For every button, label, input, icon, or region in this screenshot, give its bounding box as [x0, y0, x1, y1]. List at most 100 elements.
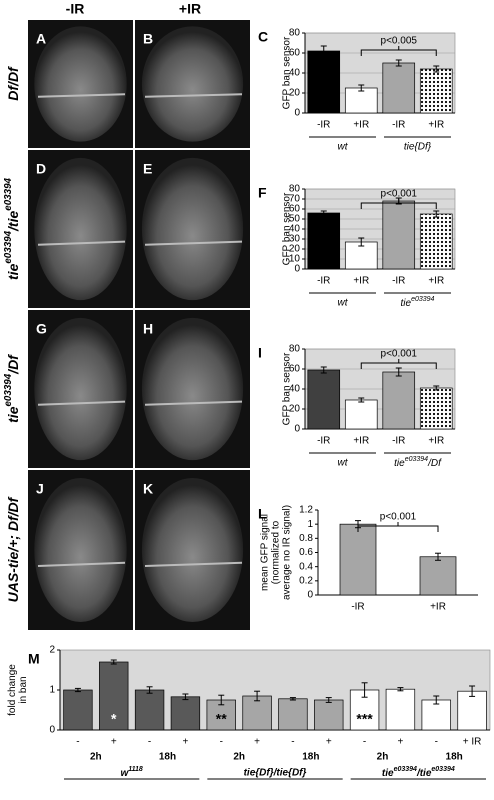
- bar: [344, 87, 378, 114]
- time-label: 2h: [90, 752, 102, 763]
- y-tick-label: 0: [294, 108, 300, 119]
- x-tick-label: -IR: [317, 436, 330, 447]
- panel-letter: M: [28, 651, 40, 667]
- bar: [344, 399, 378, 430]
- p-value: p<0.001: [381, 189, 418, 200]
- time-label: 18h: [159, 752, 176, 763]
- y-axis-label: GFP ban sensor: [282, 36, 293, 109]
- disc-fold: [144, 561, 243, 567]
- label-part: e03394: [3, 230, 14, 263]
- y-tick-label: 60: [289, 48, 301, 59]
- time-label: 18h: [302, 752, 319, 763]
- label-part: tie: [5, 263, 21, 280]
- y-tick-label: 50: [289, 214, 301, 225]
- group-label: w1118: [121, 766, 143, 778]
- group-label: wt: [338, 142, 349, 153]
- disc-fold: [144, 400, 243, 406]
- plot-background: [59, 649, 491, 731]
- bar: [421, 699, 451, 731]
- bar: [314, 699, 344, 731]
- x-tick-label: +IR: [353, 276, 369, 287]
- x-tick-label: +IR: [353, 120, 369, 131]
- disc-fold: [37, 400, 126, 406]
- x-tick-label: +IR: [428, 436, 444, 447]
- x-tick-label: -IR: [392, 120, 405, 131]
- y-axis-label: fold change: [7, 664, 18, 716]
- column-header: +IR: [179, 1, 201, 17]
- x-tick-label: +IR: [430, 602, 446, 613]
- wing-disc: [34, 157, 127, 301]
- wing-disc: [34, 478, 127, 622]
- bar: [307, 50, 341, 114]
- bar: [278, 698, 308, 731]
- y-tick-label: 40: [289, 68, 301, 79]
- label-part: Df/Df: [5, 66, 21, 101]
- y-axis-label: in ban: [18, 676, 29, 703]
- y-tick-label: 1: [307, 519, 313, 530]
- x-tick-label: +: [397, 737, 403, 748]
- bar: [457, 690, 487, 731]
- x-tick-label: +IR: [428, 120, 444, 131]
- y-tick-label: 40: [289, 224, 301, 235]
- y-tick-label: 80: [289, 184, 301, 195]
- group-label: tiee03394/Df: [394, 456, 442, 468]
- label-part: 1118: [128, 766, 143, 773]
- time-label: 2h: [377, 752, 389, 763]
- label-part: e03394: [394, 766, 417, 773]
- bar: [242, 695, 272, 731]
- x-tick-label: -IR: [392, 276, 405, 287]
- y-tick-label: 40: [289, 384, 301, 395]
- bar: [170, 696, 201, 731]
- column-header: -IR: [66, 1, 85, 17]
- bar-annotation: ***: [356, 711, 373, 727]
- label-part: /Df: [427, 458, 442, 469]
- panel-letter: B: [143, 31, 153, 47]
- y-tick-label: 0.6: [299, 547, 313, 558]
- label-part: tie: [5, 406, 21, 423]
- y-tick-label: 1.2: [299, 505, 313, 516]
- y-tick-label: 70: [289, 194, 301, 205]
- bar: [382, 62, 416, 114]
- y-tick-label: 60: [289, 204, 301, 215]
- x-tick-label: -: [148, 737, 151, 748]
- p-value: p<0.001: [381, 349, 418, 360]
- group-label: tie{Df}: [404, 142, 432, 153]
- label-part: w: [121, 768, 130, 779]
- p-value: p<0.001: [380, 512, 417, 523]
- bar: [419, 213, 453, 270]
- x-tick-label: -: [363, 737, 366, 748]
- group-label: tie{Df}/tie{Df}: [244, 768, 307, 779]
- panel-letter: F: [258, 185, 267, 201]
- x-tick-label: -: [220, 737, 223, 748]
- panel-letter: G: [36, 321, 47, 337]
- x-tick-label: -IR: [392, 436, 405, 447]
- y-tick-label: 30: [289, 234, 301, 245]
- label-part: e03394: [405, 456, 428, 463]
- label-part: /tie: [5, 211, 21, 232]
- bar: [307, 212, 341, 270]
- bar: [419, 556, 457, 596]
- x-tick-label: -IR: [351, 602, 364, 613]
- bar: [134, 689, 165, 731]
- x-tick-label: +IR: [353, 436, 369, 447]
- panel-letter: H: [143, 321, 153, 337]
- label-part: e03394: [431, 766, 454, 773]
- panel-letter: J: [36, 481, 44, 497]
- y-tick-label: 0: [294, 424, 300, 435]
- x-tick-label: + IR: [463, 737, 482, 748]
- bar: [419, 68, 453, 114]
- y-axis-label: GFP ban sensor: [282, 352, 293, 425]
- panel-letter: I: [258, 345, 262, 361]
- row-label: tiee03394/tiee03394: [3, 177, 21, 280]
- y-tick-label: 80: [289, 28, 301, 39]
- time-label: 2h: [233, 752, 245, 763]
- y-tick-label: 1: [49, 685, 55, 696]
- y-axis-label: (normalized to: [271, 520, 282, 584]
- y-tick-label: 60: [289, 364, 301, 375]
- y-tick-label: 0: [307, 590, 313, 601]
- disc-fold: [37, 561, 126, 567]
- y-axis-label: average no IR signal): [282, 505, 293, 600]
- x-tick-label: +: [254, 737, 260, 748]
- significance-bracket: [360, 46, 437, 56]
- y-tick-label: 0: [49, 725, 55, 736]
